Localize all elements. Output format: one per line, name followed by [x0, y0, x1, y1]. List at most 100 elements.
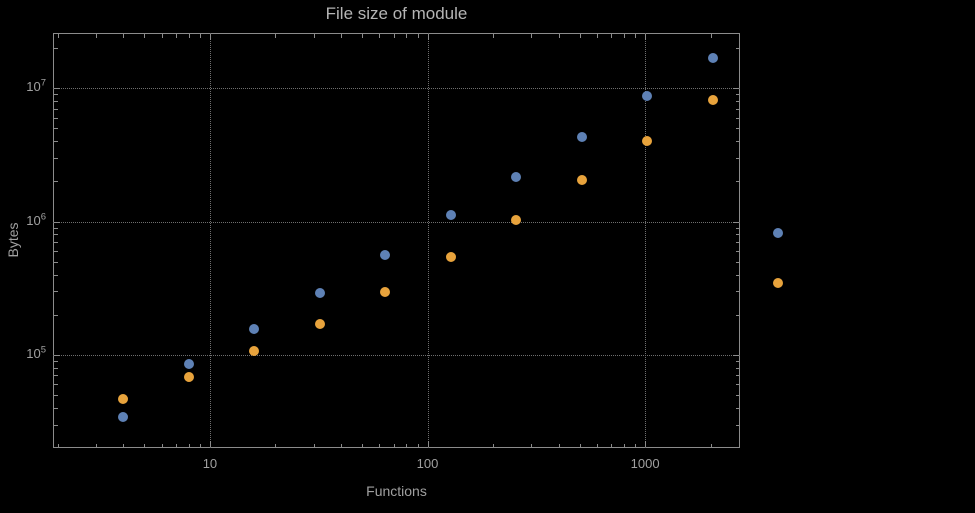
data-point: [445, 210, 456, 221]
data-point: [511, 172, 522, 183]
x-minor-tick: [188, 443, 190, 447]
y-minor-tick: [54, 242, 58, 244]
data-point: [314, 319, 325, 330]
y-minor-tick: [735, 251, 739, 253]
y-minor-tick: [54, 261, 58, 263]
x-axis-label: Functions: [366, 483, 427, 499]
y-minor-tick: [54, 48, 58, 50]
x-minor-tick: [96, 443, 98, 447]
x-minor-tick: [558, 443, 560, 447]
x-gridline: [645, 33, 647, 448]
y-minor-tick: [735, 360, 739, 362]
x-minor-tick: [176, 443, 178, 447]
y-minor-tick: [735, 384, 739, 386]
y-minor-tick: [54, 360, 58, 362]
y-minor-tick: [54, 274, 58, 276]
x-minor-tick: [417, 34, 419, 38]
x-minor-tick: [596, 443, 598, 447]
x-minor-tick: [493, 443, 494, 447]
x-major-tick: [209, 34, 211, 40]
x-minor-tick: [558, 34, 560, 38]
data-point: [707, 94, 718, 105]
x-minor-tick: [57, 34, 59, 38]
x-minor-tick: [96, 34, 98, 38]
y-minor-tick: [735, 261, 739, 263]
x-minor-tick: [611, 443, 613, 447]
x-minor-tick: [406, 443, 408, 447]
y-minor-tick: [54, 407, 58, 409]
x-major-tick: [645, 34, 647, 40]
data-point: [773, 228, 784, 239]
y-minor-tick: [735, 117, 739, 119]
x-minor-tick: [417, 443, 419, 447]
y-minor-tick: [735, 375, 739, 377]
y-minor-tick: [735, 48, 739, 50]
y-minor-tick: [735, 314, 739, 316]
x-minor-tick: [579, 443, 581, 447]
x-minor-tick: [144, 34, 146, 38]
x-minor-tick: [199, 443, 201, 447]
y-minor-tick: [735, 394, 739, 396]
x-major-tick: [427, 441, 429, 447]
x-minor-tick: [635, 443, 637, 447]
x-minor-tick: [611, 34, 613, 38]
x-gridline: [209, 33, 211, 448]
y-minor-tick: [735, 94, 739, 96]
x-minor-tick: [123, 443, 125, 447]
y-minor-tick: [735, 424, 739, 426]
y-major-tick: [54, 354, 60, 356]
y-major-tick: [733, 221, 739, 223]
y-minor-tick: [735, 227, 739, 229]
y-minor-tick: [54, 234, 58, 236]
y-minor-tick: [735, 367, 739, 369]
x-minor-tick: [393, 443, 395, 447]
x-tick-label: 10: [202, 456, 218, 471]
x-minor-tick: [144, 443, 146, 447]
y-minor-tick: [54, 251, 58, 253]
data-point: [642, 91, 653, 102]
y-minor-tick: [735, 407, 739, 409]
data-point: [249, 324, 260, 335]
data-point: [118, 393, 129, 404]
x-major-tick: [427, 34, 429, 40]
x-minor-tick: [406, 34, 408, 38]
x-major-tick: [209, 441, 211, 447]
y-minor-tick: [54, 128, 58, 130]
x-minor-tick: [579, 34, 581, 38]
y-minor-tick: [735, 101, 739, 103]
x-minor-tick: [188, 34, 190, 38]
y-minor-tick: [54, 375, 58, 377]
y-minor-tick: [54, 108, 58, 110]
x-minor-tick: [313, 34, 315, 38]
y-minor-tick: [54, 367, 58, 369]
y-minor-tick: [54, 94, 58, 96]
data-point: [314, 288, 325, 299]
data-point: [511, 215, 522, 226]
y-minor-tick: [735, 141, 739, 143]
x-minor-tick: [531, 443, 533, 447]
data-point: [576, 175, 587, 186]
y-minor-tick: [54, 291, 58, 293]
x-minor-tick: [624, 34, 625, 38]
y-minor-tick: [54, 384, 58, 386]
data-point: [445, 251, 456, 262]
x-gridline: [427, 33, 429, 448]
x-major-tick: [645, 441, 647, 447]
x-minor-tick: [493, 34, 494, 38]
y-minor-tick: [54, 117, 58, 119]
x-minor-tick: [275, 34, 277, 38]
y-minor-tick: [54, 394, 58, 396]
data-point: [183, 359, 194, 370]
y-major-tick: [733, 354, 739, 356]
x-minor-tick: [624, 443, 625, 447]
y-minor-tick: [54, 157, 58, 159]
x-minor-tick: [57, 443, 59, 447]
data-point: [576, 132, 587, 143]
x-minor-tick: [379, 34, 381, 38]
y-minor-tick: [735, 128, 739, 130]
y-minor-tick: [54, 424, 58, 426]
y-major-tick: [54, 221, 60, 223]
y-minor-tick: [54, 181, 58, 183]
data-point: [642, 136, 653, 147]
